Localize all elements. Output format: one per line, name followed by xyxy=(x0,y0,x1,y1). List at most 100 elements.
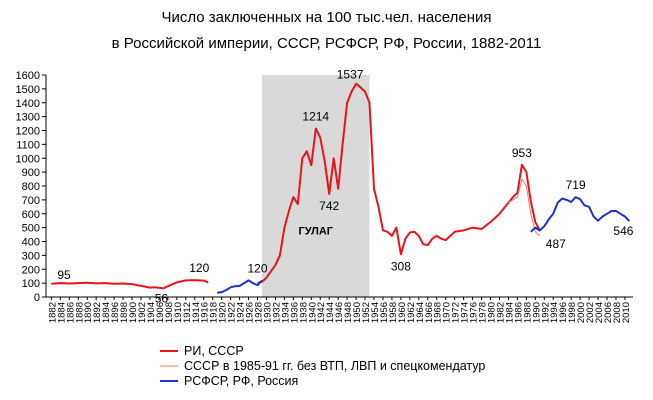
y-tick-label: 600 xyxy=(22,209,40,221)
chart-title-line-1: Число заключенных на 100 тыс.чел. населе… xyxy=(161,9,492,26)
x-tick-label: 2000 xyxy=(576,302,587,323)
legend-label-1: СССР в 1985-91 гг. без ВТП, ЛВП и спецко… xyxy=(184,359,485,373)
y-tick-label: 1200 xyxy=(16,126,40,138)
x-tick-label: 1972 xyxy=(451,302,462,323)
x-tick-label: 1924 xyxy=(236,302,247,323)
x-tick-label: 1946 xyxy=(334,302,345,323)
x-tick-label: 2008 xyxy=(612,302,623,323)
x-tick-label: 1978 xyxy=(478,302,489,323)
y-tick-label: 700 xyxy=(22,195,40,207)
y-tick-label: 900 xyxy=(22,167,40,179)
x-tick-label: 1918 xyxy=(209,302,220,323)
y-tick-label: 1500 xyxy=(16,84,40,96)
x-tick-label: 1928 xyxy=(253,302,264,323)
data-label: 742 xyxy=(319,199,339,213)
data-label: 120 xyxy=(247,261,267,275)
data-label: 953 xyxy=(512,146,532,160)
x-tick-label: 1980 xyxy=(487,302,498,323)
series-line-0 xyxy=(257,82,541,285)
x-tick-label: 1964 xyxy=(415,302,426,323)
y-tick-label: 1100 xyxy=(16,139,40,151)
x-tick-label: 1948 xyxy=(343,302,354,323)
x-tick-label: 1950 xyxy=(352,302,363,323)
x-tick-label: 1988 xyxy=(522,302,533,323)
x-tick-label: 1956 xyxy=(379,302,390,323)
x-tick-label: 1940 xyxy=(307,302,318,323)
series-line-2 xyxy=(217,279,263,294)
x-tick-label: 1886 xyxy=(65,302,76,323)
legend-label-2: РСФСР, РФ, Россия xyxy=(184,374,298,388)
y-tick-label: 0 xyxy=(34,292,40,304)
x-tick-label: 1906 xyxy=(155,302,166,323)
y-tick-label: 400 xyxy=(22,237,40,249)
x-tick-label: 1882 xyxy=(47,302,58,323)
series-line-2 xyxy=(530,196,631,233)
x-tick-label: 1904 xyxy=(146,302,157,323)
x-tick-label: 1984 xyxy=(504,302,515,323)
x-tick-label: 1994 xyxy=(549,302,560,323)
x-tick-label: 1900 xyxy=(128,302,139,323)
x-tick-label: 1934 xyxy=(280,302,291,323)
chart-title-line-2: в Российской империи, СССР, РСФСР, РФ, Р… xyxy=(111,35,542,52)
x-tick-label: 1996 xyxy=(558,302,569,323)
x-tick-label: 1902 xyxy=(137,302,148,323)
x-tick-label: 1976 xyxy=(469,302,480,323)
x-tick-label: 1986 xyxy=(513,302,524,323)
x-tick-label: 1892 xyxy=(92,302,103,323)
shaded-region-gulag xyxy=(261,75,370,297)
x-tick-label: 1922 xyxy=(227,302,238,323)
x-tick-label: 1898 xyxy=(119,302,130,323)
series-line-0 xyxy=(51,279,209,290)
x-tick-label: 1890 xyxy=(83,302,94,323)
x-tick-label: 1932 xyxy=(271,302,282,323)
x-tick-label: 1966 xyxy=(424,302,435,323)
x-tick-label: 1938 xyxy=(298,302,309,323)
y-tick-label: 200 xyxy=(22,264,40,276)
x-tick-label: 1910 xyxy=(173,302,184,323)
x-tick-label: 1962 xyxy=(406,302,417,323)
y-tick-label: 500 xyxy=(22,223,40,235)
x-tick-label: 2010 xyxy=(621,302,632,323)
data-label: 546 xyxy=(613,224,633,238)
y-tick-label: 1600 xyxy=(16,70,40,82)
x-tick-label: 1908 xyxy=(164,302,175,323)
x-tick-label: 1954 xyxy=(370,302,381,323)
y-tick-label: 1000 xyxy=(16,153,40,165)
x-tick-label: 1926 xyxy=(245,302,256,323)
x-tick-label: 1998 xyxy=(567,302,578,323)
data-label: 56 xyxy=(155,291,169,305)
x-tick-label: 1942 xyxy=(316,302,327,323)
x-tick-label: 1974 xyxy=(460,302,471,323)
data-label: 120 xyxy=(189,261,209,275)
data-label: 719 xyxy=(566,178,586,192)
x-tick-label: 2002 xyxy=(585,302,596,323)
y-tick-label: 300 xyxy=(22,250,40,262)
data-label: 487 xyxy=(546,237,566,251)
x-tick-label: 1952 xyxy=(361,302,372,323)
x-tick-label: 1992 xyxy=(540,302,551,323)
x-tick-label: 1916 xyxy=(200,302,211,323)
x-tick-label: 2006 xyxy=(603,302,614,323)
x-tick-label: 1896 xyxy=(110,302,121,323)
x-tick-label: 1884 xyxy=(56,302,67,323)
x-tick-label: 1970 xyxy=(442,302,453,323)
y-tick-label: 100 xyxy=(22,278,40,290)
data-label: 1214 xyxy=(302,110,329,124)
x-tick-label: 1960 xyxy=(397,302,408,323)
data-label: 1537 xyxy=(337,68,364,82)
data-label: 308 xyxy=(391,259,411,273)
x-tick-label: 1912 xyxy=(182,302,193,323)
x-tick-label: 2004 xyxy=(594,302,605,323)
x-tick-label: 1982 xyxy=(495,302,506,323)
x-tick-label: 1920 xyxy=(218,302,229,323)
x-tick-label: 1958 xyxy=(388,302,399,323)
y-tick-label: 1300 xyxy=(16,112,40,124)
x-tick-label: 1914 xyxy=(191,302,202,323)
legend-label-0: РИ, СССР xyxy=(184,344,244,358)
y-tick-label: 800 xyxy=(22,181,40,193)
x-tick-label: 1930 xyxy=(262,302,273,323)
y-tick-label: 1400 xyxy=(16,98,40,110)
x-tick-label: 1968 xyxy=(433,302,444,323)
x-tick-label: 1888 xyxy=(74,302,85,323)
